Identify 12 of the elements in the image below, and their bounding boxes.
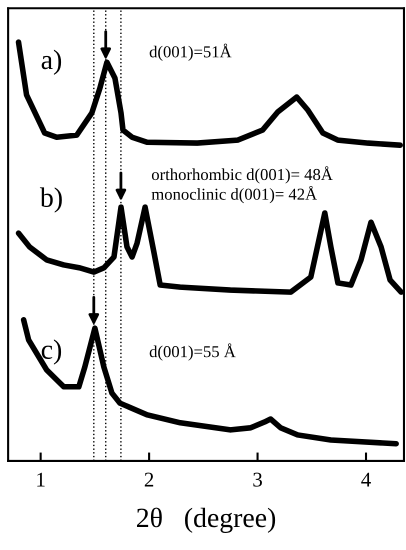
series-label: c) bbox=[42, 339, 62, 365]
x-tick-label: 4 bbox=[361, 472, 371, 486]
x-axis-title: 2θ (degree) bbox=[136, 508, 276, 533]
x-tick-label: 3 bbox=[253, 472, 262, 487]
legend-label: a) bbox=[42, 50, 62, 75]
annotation: orthorhombic d(001)= 48Å bbox=[152, 166, 333, 184]
x-tick-label: 1 bbox=[37, 472, 45, 486]
x-tick-label: 2 bbox=[144, 472, 154, 486]
annotation: monoclinic d(001)= 42Å bbox=[152, 186, 318, 204]
annotation: d(001)=55 Å bbox=[150, 343, 236, 361]
legend-label: b) bbox=[40, 187, 62, 213]
annotation: d(001)=51Å bbox=[150, 44, 232, 61]
